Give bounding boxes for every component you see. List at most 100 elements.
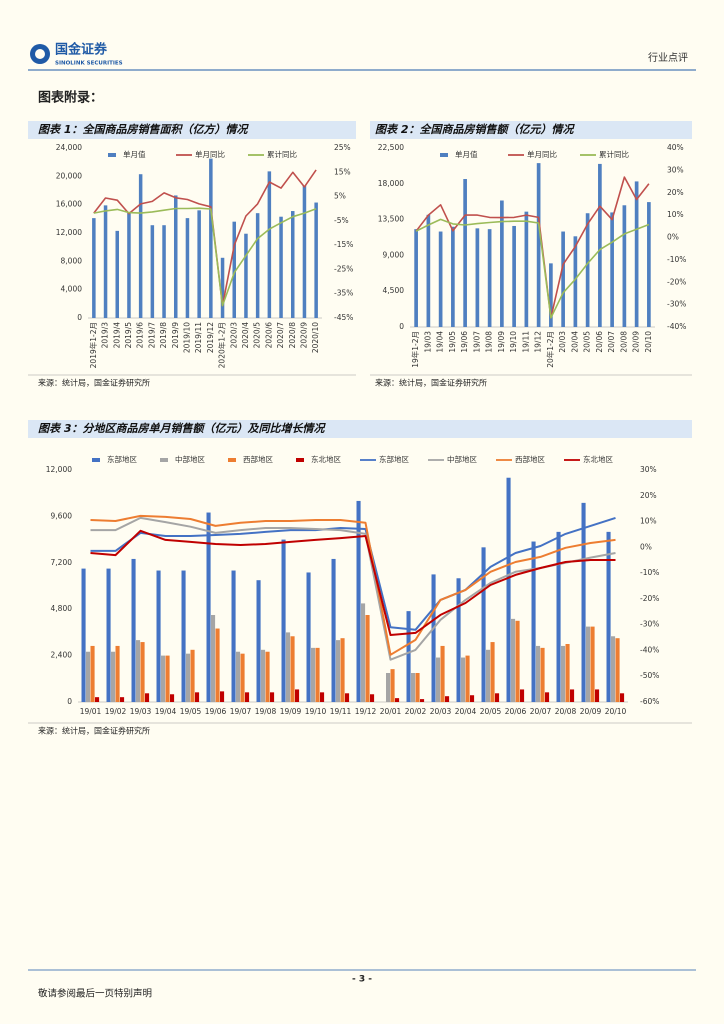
bar xyxy=(611,636,616,702)
chart-title: 图表 2：全国商品房销售额（亿元）情况 xyxy=(375,123,575,136)
line-series xyxy=(90,516,616,631)
y2-tick-label: -5% xyxy=(334,216,349,225)
y-tick-label: 16,000 xyxy=(56,200,82,209)
y-tick-label: 20,000 xyxy=(56,171,82,180)
bar xyxy=(185,218,190,318)
bar xyxy=(244,233,248,318)
bar xyxy=(131,558,136,702)
bar xyxy=(336,640,341,702)
legend-label: 西部地区 xyxy=(243,454,273,464)
y2-tick-label: -25% xyxy=(334,264,353,273)
disclaimer: 敬请参阅最后一页特别声明 xyxy=(38,988,152,1000)
y-tick-label: 12,000 xyxy=(46,465,72,474)
bar xyxy=(156,570,161,702)
title-band xyxy=(28,420,692,438)
y2-tick-label: 20% xyxy=(667,188,684,197)
bar xyxy=(586,626,591,702)
x-tick-label: 2019/9 xyxy=(171,322,180,349)
bar xyxy=(315,647,320,702)
x-tick-label: 2019/5 xyxy=(124,322,133,349)
bar xyxy=(411,673,416,702)
bar xyxy=(136,640,141,702)
report-type: 行业点评 xyxy=(648,51,688,64)
bar xyxy=(331,558,336,702)
x-tick-label: 19/09 xyxy=(497,331,506,353)
y-tick-label: 24,000 xyxy=(56,143,82,152)
x-tick-label: 2019/11 xyxy=(194,322,203,353)
x-tick-label: 20/04 xyxy=(455,707,477,716)
x-tick-label: 19/05 xyxy=(180,707,202,716)
bar xyxy=(486,649,491,702)
legend-label: 累计同比 xyxy=(267,149,297,159)
bar xyxy=(267,171,272,318)
bar xyxy=(361,603,366,702)
x-tick-label: 19/10 xyxy=(305,707,327,716)
x-tick-label: 2019/6 xyxy=(136,322,145,349)
legend-label: 累计同比 xyxy=(599,149,629,159)
bar xyxy=(561,231,565,327)
legend-label: 单月同比 xyxy=(527,149,557,159)
bar xyxy=(103,205,108,318)
legend-swatch xyxy=(92,458,100,462)
appendix-title: 图表附录： xyxy=(38,90,103,106)
x-tick-label: 19/04 xyxy=(436,331,445,353)
bar xyxy=(465,655,470,702)
y2-tick-label: 10% xyxy=(640,517,657,526)
bar xyxy=(426,214,431,327)
x-tick-label: 2019/8 xyxy=(159,322,168,349)
x-tick-label: 2019/10 xyxy=(182,322,191,353)
bar xyxy=(211,615,216,702)
x-tick-label: 19/03 xyxy=(423,331,432,353)
y2-tick-label: 20% xyxy=(640,491,657,500)
y2-tick-label: -10% xyxy=(667,255,686,264)
bar xyxy=(456,578,461,702)
bar xyxy=(561,645,566,702)
bar xyxy=(436,657,441,702)
source: 来源：统计局，国金证券研究所 xyxy=(375,378,487,388)
bar xyxy=(232,221,237,318)
bar xyxy=(365,615,370,702)
y-tick-label: 0 xyxy=(77,313,82,322)
bar xyxy=(475,228,480,327)
chart-title: 图表 3：分地区商品房单月销售额（亿元）及同比增长情况 xyxy=(38,422,326,435)
bar xyxy=(270,692,275,702)
x-tick-label: 20年1-2月 xyxy=(545,331,555,368)
y-tick-label: 4,000 xyxy=(61,285,83,294)
bar xyxy=(115,230,120,318)
y2-tick-label: -15% xyxy=(334,240,353,249)
x-tick-label: 2020/10 xyxy=(311,322,320,353)
x-tick-label: 20/06 xyxy=(505,707,527,716)
bar xyxy=(186,653,191,702)
bar xyxy=(495,693,500,702)
bar xyxy=(634,181,639,327)
y-tick-label: 0 xyxy=(67,697,72,706)
x-tick-label: 20/06 xyxy=(595,331,604,353)
bar xyxy=(610,212,614,327)
x-tick-label: 20/03 xyxy=(558,331,567,353)
x-tick-label: 19/03 xyxy=(130,707,152,716)
bar xyxy=(206,512,211,702)
bar xyxy=(345,693,350,702)
bar xyxy=(295,689,300,702)
bar xyxy=(190,649,195,702)
bar xyxy=(90,645,95,702)
bar xyxy=(127,212,131,318)
bar xyxy=(81,568,86,702)
bar xyxy=(220,257,225,318)
legend-swatch xyxy=(108,153,116,157)
bar xyxy=(573,236,578,327)
bar xyxy=(431,574,436,702)
bar xyxy=(570,689,575,702)
bar xyxy=(236,651,241,702)
bar xyxy=(515,620,520,702)
y2-tick-label: 40% xyxy=(667,143,684,152)
legend-swatch xyxy=(228,458,236,462)
legend-label: 单月值 xyxy=(123,149,146,159)
title-band xyxy=(370,121,692,139)
bar xyxy=(438,231,443,327)
legend-label: 西部地区 xyxy=(515,454,545,464)
y-tick-label: 0 xyxy=(399,322,404,331)
x-tick-label: 2020/4 xyxy=(241,322,250,349)
y2-tick-label: 30% xyxy=(640,465,657,474)
